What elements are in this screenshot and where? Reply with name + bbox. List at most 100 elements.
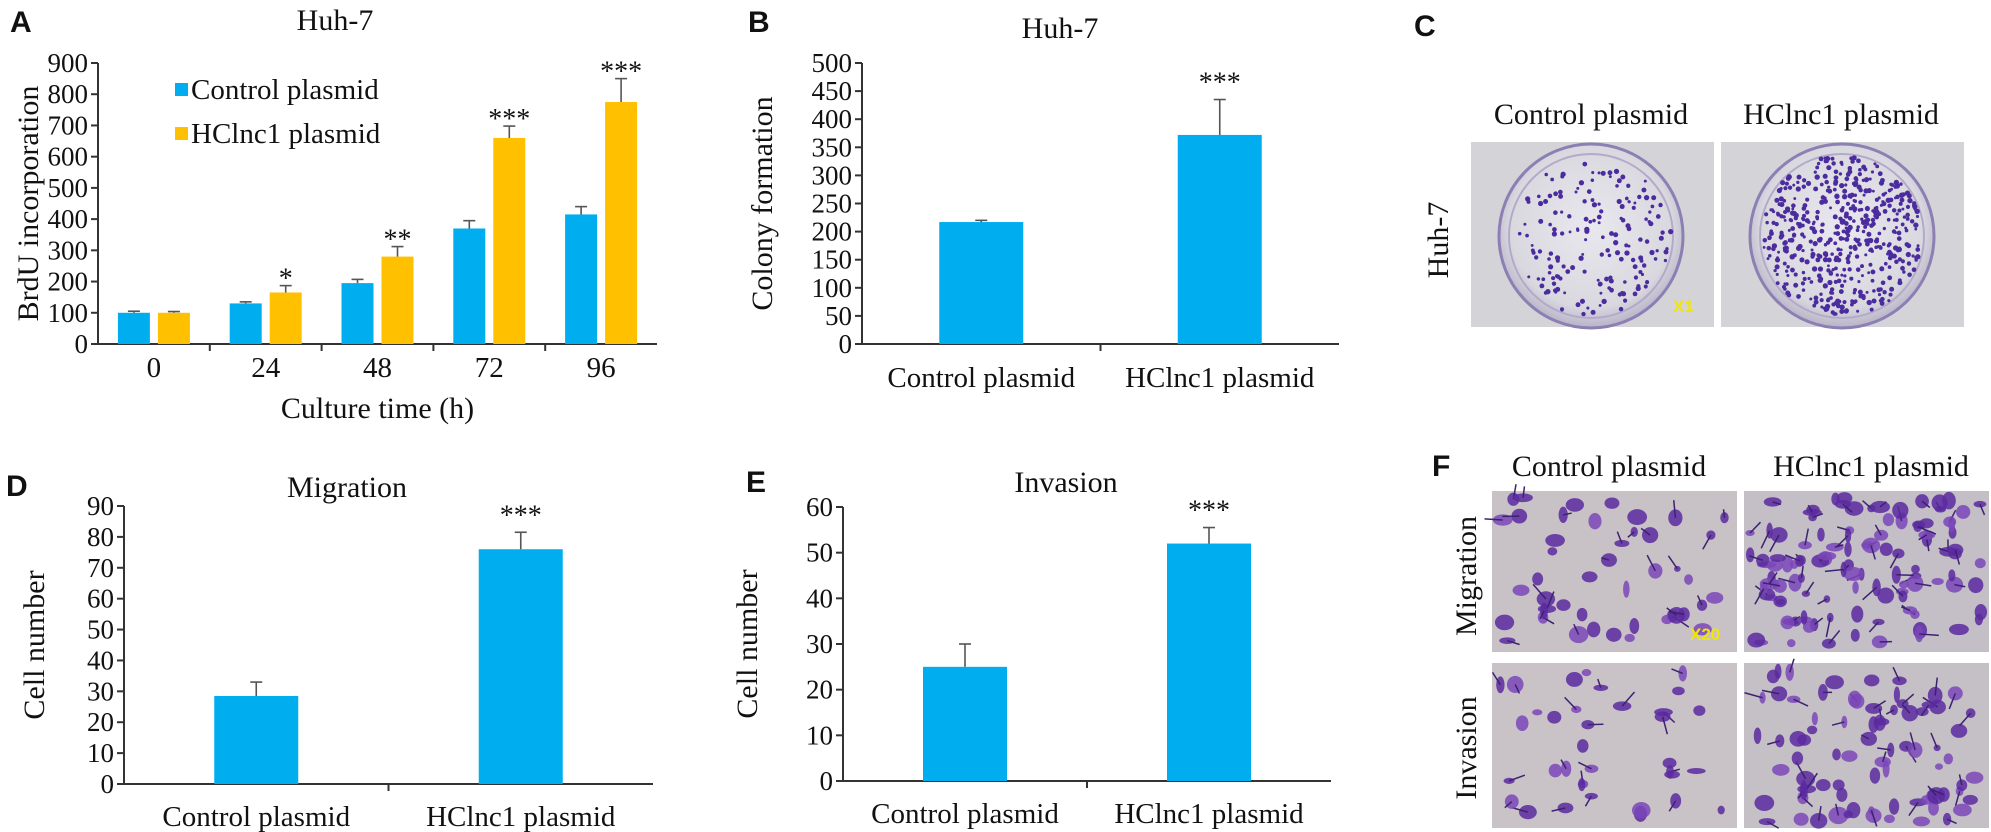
colony-dot xyxy=(1582,199,1587,204)
cell-process xyxy=(1958,774,1963,786)
y-tick-label: 60 xyxy=(87,584,114,614)
cell-process xyxy=(1874,524,1882,536)
colony-dot xyxy=(1847,267,1852,272)
y-tick-label: 80 xyxy=(87,522,114,552)
cell-process xyxy=(1948,693,1957,710)
colony-dot xyxy=(1550,177,1555,182)
stained-cell xyxy=(1512,584,1530,596)
cell-process xyxy=(1817,598,1828,605)
colony-dot xyxy=(1588,219,1593,224)
colony-dot xyxy=(1899,197,1905,203)
stained-cell xyxy=(1664,770,1680,779)
colony-dot xyxy=(1835,231,1841,236)
colony-dot xyxy=(1536,194,1541,199)
colony-dot xyxy=(1852,206,1858,212)
colony-dot xyxy=(1827,279,1833,286)
colony-dot xyxy=(1786,273,1790,277)
colony-dot xyxy=(1537,249,1543,254)
colony-dot xyxy=(1547,270,1552,275)
colony-dot xyxy=(1829,296,1833,300)
cell-process xyxy=(1722,509,1726,518)
x-tick-label: Control plasmid xyxy=(887,362,1075,394)
colony-dot xyxy=(1565,269,1571,274)
colony-dot xyxy=(1663,258,1668,263)
stained-cell xyxy=(1576,607,1588,622)
colony-dot xyxy=(1882,226,1887,231)
stained-cell xyxy=(1852,581,1859,594)
colony-dot xyxy=(1826,257,1832,263)
cell-process xyxy=(1914,582,1932,587)
colony-dot xyxy=(1868,262,1873,267)
colony-dot xyxy=(1599,209,1604,214)
stained-cell xyxy=(1968,577,1984,594)
stained-cell xyxy=(1836,787,1848,802)
colony-dot xyxy=(1887,255,1893,261)
colony-dot xyxy=(1904,190,1911,196)
colony-dot xyxy=(1897,257,1903,262)
colony-dot xyxy=(1886,252,1890,256)
stained-cell xyxy=(1601,553,1617,567)
significance-marker: * xyxy=(279,264,293,295)
colony-dot xyxy=(1872,289,1876,293)
stained-cell xyxy=(1786,639,1796,648)
colony-dot xyxy=(1873,162,1877,166)
cell-process xyxy=(1504,801,1513,809)
cell-process xyxy=(1870,545,1876,560)
colony-dot xyxy=(1620,218,1626,223)
colony-dot xyxy=(1871,270,1876,274)
cell-process xyxy=(1616,531,1623,544)
magnification-x20: X20 xyxy=(1690,625,1720,644)
cell-process xyxy=(1522,486,1526,498)
bar-control-96 xyxy=(565,214,598,344)
colony-dot xyxy=(1607,286,1612,290)
colony-dot xyxy=(1816,161,1821,166)
colony-dot xyxy=(1596,214,1602,220)
y-tick-label: 900 xyxy=(48,48,89,78)
colony-dot xyxy=(1840,283,1845,288)
colony-dot xyxy=(1641,263,1647,268)
colony-dot xyxy=(1560,174,1565,179)
cell-process xyxy=(1804,528,1810,546)
colony-dot xyxy=(1537,200,1544,207)
colony-dot xyxy=(1534,255,1539,260)
colony-dot xyxy=(1831,161,1836,166)
chart-a-title: Huh-7 xyxy=(297,4,374,37)
chart-invasion: Invasion 0 10 20 30 40 50 60 Cell number Control … xyxy=(731,466,1331,830)
bar-hclnc1-24 xyxy=(269,292,302,344)
chart-d-y-label: Cell number xyxy=(18,570,51,719)
colony-dot xyxy=(1799,257,1805,263)
colony-dot xyxy=(1783,218,1787,222)
cell-process xyxy=(1862,586,1878,601)
stained-cell xyxy=(1785,663,1794,681)
colony-dot xyxy=(1784,181,1789,186)
colony-dot xyxy=(1815,209,1820,215)
stained-cell xyxy=(1588,513,1602,530)
cell-process xyxy=(1668,610,1685,616)
panel-label-e: E xyxy=(746,466,766,499)
colony-dot xyxy=(1858,200,1863,205)
stained-cell xyxy=(1577,739,1589,753)
colony-dot xyxy=(1762,237,1768,243)
colony-dot xyxy=(1875,164,1880,169)
cell-process xyxy=(1768,572,1778,585)
colony-dot xyxy=(1843,279,1847,283)
colony-dot xyxy=(1655,249,1659,253)
colony-dot xyxy=(1888,197,1894,203)
colony-dot xyxy=(1786,292,1792,298)
cell-process xyxy=(1564,696,1577,710)
colony-dot xyxy=(1861,295,1866,301)
colony-dot xyxy=(1819,298,1824,303)
colony-dot xyxy=(1538,218,1544,224)
colony-dot xyxy=(1558,276,1563,281)
colony-dot xyxy=(1834,266,1838,271)
colony-dot xyxy=(1548,222,1552,227)
colony-dot xyxy=(1905,251,1911,258)
colony-dot xyxy=(1596,278,1600,282)
legend-label-hclnc1: HClnc1 plasmid xyxy=(191,118,381,150)
colony-dot xyxy=(1775,272,1779,277)
colony-dot xyxy=(1787,228,1791,232)
stained-cell xyxy=(1898,580,1909,589)
cell-process xyxy=(1507,639,1520,646)
colony-dot xyxy=(1766,245,1772,251)
cell-process xyxy=(1954,583,1966,588)
